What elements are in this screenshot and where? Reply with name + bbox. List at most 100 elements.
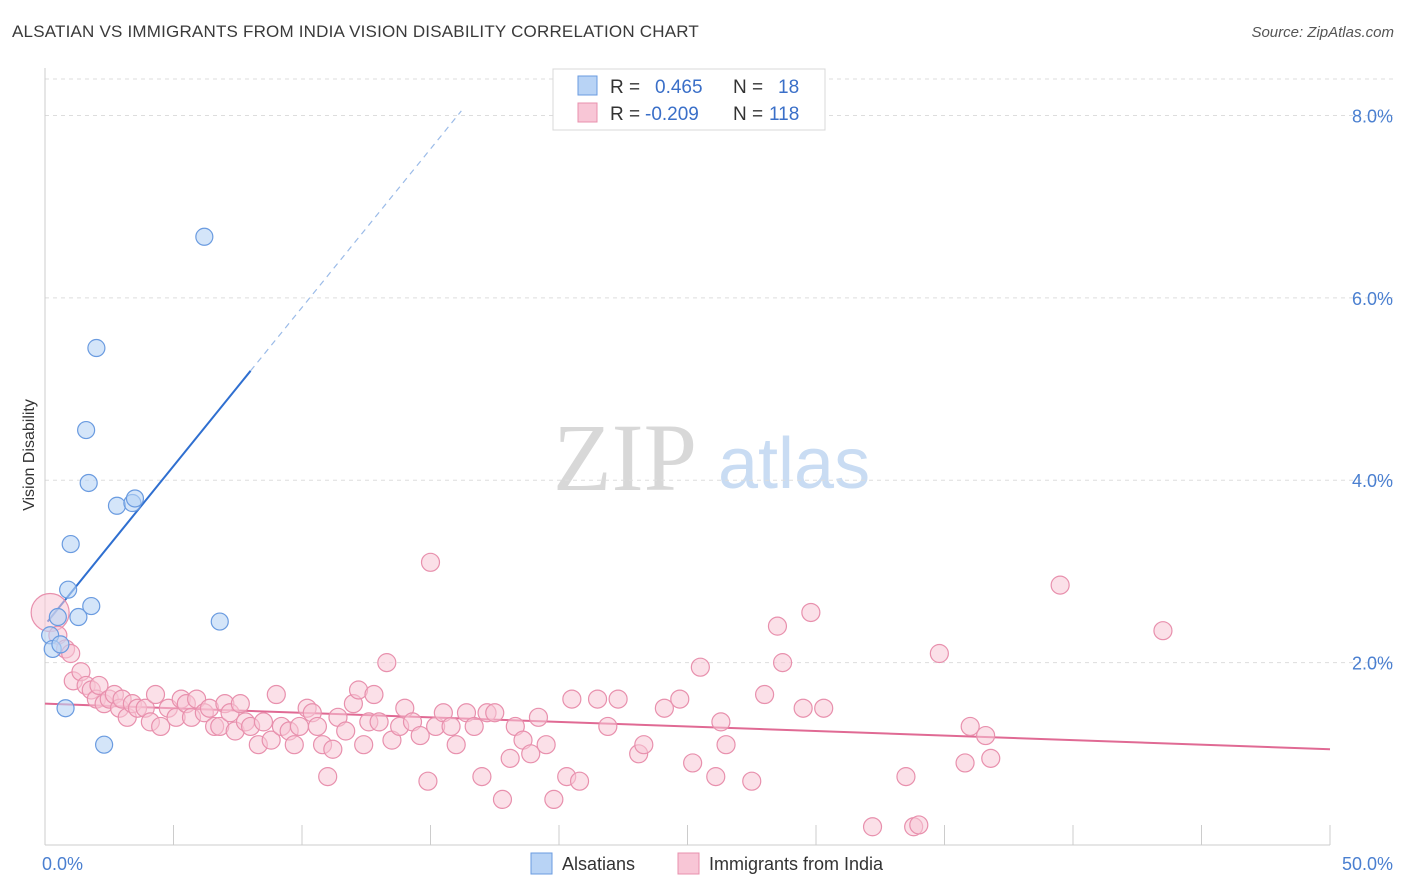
legend-box: [552, 68, 826, 131]
point-india-48: [307, 716, 328, 737]
point-india-96: [690, 657, 710, 677]
legend-r-value-india: -0.209: [645, 104, 699, 125]
legend-n-value-india: 118: [769, 104, 799, 125]
point-india-44: [284, 735, 304, 755]
point-india-105: [801, 602, 821, 623]
point-india-99: [716, 735, 736, 755]
point-india-95: [683, 753, 703, 773]
bottom-legend-swatch-india: [677, 852, 700, 875]
point-alsatians-6: [61, 534, 80, 554]
watermark-atlas: atlas: [718, 424, 870, 504]
point-india-88: [587, 689, 608, 709]
point-india-66: [418, 771, 438, 791]
point-india-87: [569, 771, 590, 791]
point-india-111: [929, 643, 949, 664]
point-india-78: [500, 748, 520, 768]
point-india-81: [521, 744, 541, 764]
y-tick-label-3: 8.0%: [1352, 106, 1393, 126]
point-india-35: [230, 694, 250, 714]
point-india-9: [89, 675, 109, 696]
point-india-60: [377, 653, 397, 673]
legend-swatch-india: [577, 102, 598, 123]
x-tick-label-1: 50.0%: [1342, 854, 1393, 874]
point-india-107: [862, 817, 883, 837]
point-india-94: [670, 689, 690, 709]
legend-n-value-alsatians: 18: [778, 77, 799, 98]
point-india-59: [369, 712, 389, 732]
legend-swatch-alsatians: [577, 75, 598, 96]
x-tick-labels: 0.0% 50.0%: [42, 854, 1393, 874]
chart-title: ALSATIAN VS IMMIGRANTS FROM INDIA VISION…: [12, 22, 699, 41]
point-india-82: [528, 707, 549, 727]
point-india-86: [562, 689, 582, 709]
trend-line-alsatians: [46, 370, 252, 623]
correlation-legend: R = 0.465 N = 18 R = -0.209 N = 118: [552, 68, 826, 131]
point-india-108: [896, 767, 916, 787]
legend-n-label-alsatians: N =: [733, 77, 763, 98]
point-india-100: [742, 771, 762, 791]
y-tick-label-0: 2.0%: [1352, 654, 1393, 674]
legend-r-label-alsatians: R =: [610, 77, 640, 98]
point-india-117: [1153, 621, 1173, 641]
trend-line-alsatians-extension: [250, 110, 462, 372]
y-tick-label-1: 4.0%: [1352, 471, 1393, 491]
axes: [44, 68, 1331, 846]
point-alsatians-3: [51, 635, 70, 654]
point-india-115: [981, 748, 1001, 768]
point-india-101: [754, 684, 775, 705]
point-india-71: [446, 735, 466, 755]
point-india-39: [253, 712, 274, 732]
point-india-89: [598, 716, 618, 737]
point-alsatians-16: [195, 227, 214, 246]
source-credit: Source: ZipAtlas.com: [1251, 24, 1394, 41]
point-india-50: [318, 767, 338, 787]
point-india-102: [767, 616, 788, 636]
legend-n-label-india: N =: [733, 104, 763, 125]
point-india-65: [410, 725, 430, 746]
points-alsatians: [41, 227, 229, 754]
y-axis-title: Vision Disability: [21, 399, 38, 511]
points-immigrants-from-india: [30, 552, 1173, 837]
point-alsatians-15: [125, 489, 145, 508]
point-india-76: [485, 703, 505, 723]
legend-r-value-alsatians: 0.465: [655, 77, 703, 98]
point-india-116: [1050, 575, 1070, 595]
bottom-legend-label-alsatians: Alsatians: [562, 854, 635, 874]
point-india-40: [261, 730, 281, 750]
point-india-73: [464, 716, 484, 737]
point-india-21: [151, 716, 171, 737]
legend-r-label-india: R =: [610, 104, 640, 125]
point-india-93: [654, 698, 674, 718]
point-alsatians-2: [48, 607, 67, 627]
grid-lines: [45, 78, 1394, 664]
x-tick-label-0: 0.0%: [42, 854, 83, 874]
point-india-56: [354, 735, 374, 755]
bottom-legend-swatch-alsatians: [530, 852, 553, 875]
point-india-97: [706, 767, 726, 787]
point-india-67: [420, 552, 441, 572]
point-india-70: [441, 716, 461, 737]
point-alsatians-5: [59, 580, 78, 599]
point-alsatians-9: [79, 473, 98, 493]
point-india-51: [323, 739, 343, 759]
point-india-114: [976, 725, 996, 746]
y-tick-label-2: 6.0%: [1352, 289, 1393, 309]
point-india-53: [336, 721, 356, 741]
point-alsatians-12: [95, 735, 114, 754]
point-india-113: [960, 716, 980, 737]
point-india-104: [793, 698, 813, 718]
point-india-98: [711, 712, 731, 732]
point-india-110: [909, 815, 929, 835]
point-india-112: [955, 753, 975, 773]
point-india-106: [814, 698, 834, 718]
point-alsatians-17: [210, 612, 229, 631]
trend-lines: [44, 110, 1331, 751]
point-india-74: [472, 767, 492, 787]
bottom-legend-label-india: Immigrants from India: [709, 854, 884, 874]
series-legend: Alsatians Immigrants from India: [530, 852, 884, 875]
point-alsatians-13: [107, 496, 127, 515]
point-alsatians-11: [87, 338, 106, 358]
point-alsatians-4: [56, 699, 75, 718]
point-india-58: [364, 684, 384, 705]
